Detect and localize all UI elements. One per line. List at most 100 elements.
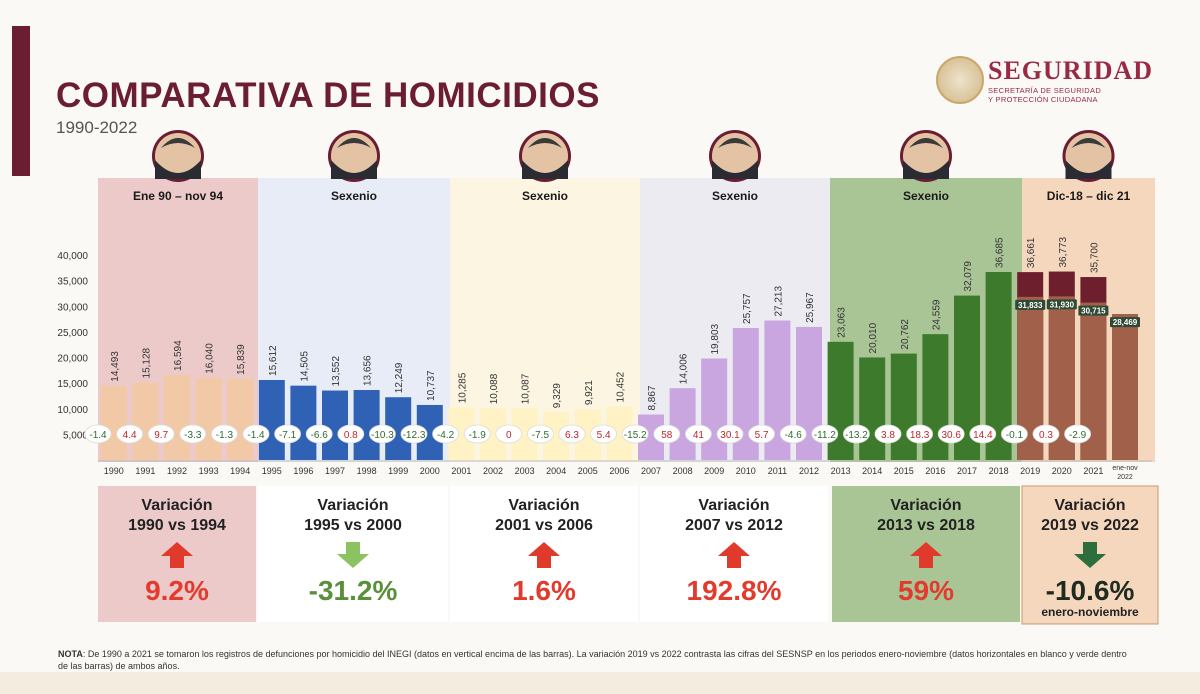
variation-boxes: Variación 1990 vs 1994 9.2% Variación 1995 v… xyxy=(98,485,1159,625)
arrow-up-icon xyxy=(528,542,560,568)
bar-value-label: 10,087 xyxy=(521,373,532,404)
x-tick-label: 2022 xyxy=(1117,474,1133,481)
sesnsp-label: 30,715 xyxy=(1081,307,1106,316)
footnote-label: NOTA xyxy=(58,649,83,659)
bar-value-label: 10,737 xyxy=(426,370,437,401)
change-badge xyxy=(590,424,617,444)
x-tick-label: 1992 xyxy=(167,466,187,476)
change-label: -1.4 xyxy=(89,430,107,441)
bar xyxy=(164,374,190,460)
change-label: -4.6 xyxy=(785,430,803,441)
bar xyxy=(827,341,854,460)
x-axis: 1990 1991 1992 1993 1994 1995 1996 1997 1998 1999… xyxy=(98,460,1152,481)
period-label: Sexenio xyxy=(903,189,949,203)
x-tick-label: 2011 xyxy=(768,466,787,476)
variation-value: 9.2% xyxy=(145,575,209,606)
x-tick-label: 2012 xyxy=(799,466,819,476)
bar xyxy=(258,379,285,460)
bar-value-label: 10,285 xyxy=(457,372,468,403)
bar-value-label: 32,079 xyxy=(963,261,974,292)
bar-value-label: 35,700 xyxy=(1089,242,1100,273)
variation-value: 1.6% xyxy=(512,575,576,606)
change-label: 30.6 xyxy=(941,430,961,441)
bar xyxy=(290,385,317,460)
variation-period: 2019 vs 2022 xyxy=(1041,517,1139,534)
portrait-suit-icon xyxy=(712,160,758,179)
bar xyxy=(353,390,380,460)
x-tick-label: 1995 xyxy=(262,466,282,476)
y-axis: 5,000 10,000 15,000 20,000 25,000 30,000 35,00… xyxy=(57,251,88,441)
variation-value: -10.6% xyxy=(1046,575,1135,606)
variation-title: Variación xyxy=(508,497,579,514)
change-label: 5.4 xyxy=(597,430,611,441)
eagle-emblem-icon xyxy=(936,56,984,104)
x-tick-label: 1997 xyxy=(325,466,345,476)
x-tick-label: 2000 xyxy=(420,466,440,476)
period-labels: Ene 90 – nov 94 Sexenio Sexenio Sexenio Sexe… xyxy=(133,189,1131,203)
y-tick-label: 40,000 xyxy=(57,251,88,262)
bar-value-label: 20,762 xyxy=(900,319,911,350)
change-badge xyxy=(621,424,649,444)
bar-value-label: 15,612 xyxy=(268,345,279,376)
arrow-down-icon xyxy=(1074,542,1106,568)
change-label: -7.5 xyxy=(532,430,550,441)
change-label: -6.6 xyxy=(311,430,329,441)
change-label: -3.3 xyxy=(184,430,202,441)
variation-period: 2013 vs 2018 xyxy=(877,517,975,534)
x-tick-label: 2017 xyxy=(957,466,977,476)
bar xyxy=(701,358,728,460)
bar xyxy=(890,353,917,460)
footer-band xyxy=(0,672,1200,694)
x-tick-label: 2018 xyxy=(989,466,1009,476)
bar-value-label: 24,559 xyxy=(931,299,942,330)
change-label: 4.4 xyxy=(123,430,137,441)
x-tick-label: 1991 xyxy=(135,466,155,476)
bar-value-label: 36,661 xyxy=(1026,237,1037,268)
change-label: 6.3 xyxy=(565,430,579,441)
portrait-hair-icon xyxy=(909,138,943,148)
change-label: 0.8 xyxy=(344,430,358,441)
x-tick-label: 2002 xyxy=(483,466,503,476)
x-tick-label: ene-nov xyxy=(1112,465,1138,472)
bar-value-label: 13,552 xyxy=(331,356,342,387)
change-label: -1.4 xyxy=(247,430,265,441)
bars: 14,493 -1.4 15,128 4.4 16,594 9.7 16,040 -3.3 15… xyxy=(84,237,1140,460)
change-label: 0.3 xyxy=(1039,430,1053,441)
variation-title: Variación xyxy=(1054,497,1125,514)
x-tick-label: 1998 xyxy=(357,466,377,476)
change-label: -0.1 xyxy=(1006,430,1024,441)
change-badge xyxy=(179,424,207,444)
bar xyxy=(859,357,886,460)
change-badge xyxy=(843,424,870,444)
x-tick-label: 1999 xyxy=(388,466,408,476)
variation-title: Variación xyxy=(698,497,769,514)
change-badge xyxy=(969,424,997,444)
bar-value-label: 15,839 xyxy=(236,344,247,375)
bar-value-label: 23,063 xyxy=(837,307,848,338)
change-badge xyxy=(1001,424,1028,444)
x-tick-label: 2021 xyxy=(1083,466,1103,476)
logo-subtitle: SECRETARÍA DE SEGURIDAD Y PROTECCIÓN CIU… xyxy=(988,86,1118,104)
logo-subtitle-line1: SECRETARÍA DE SEGURIDAD xyxy=(988,86,1102,95)
change-badge xyxy=(811,424,839,444)
change-label: 14.4 xyxy=(973,430,993,441)
change-badge xyxy=(716,424,744,444)
bar xyxy=(227,378,254,460)
arrow-up-icon xyxy=(161,542,193,568)
bar xyxy=(195,377,222,460)
x-tick-label: 2009 xyxy=(704,466,724,476)
y-tick-label: 10,000 xyxy=(57,405,88,416)
variation-title: Variación xyxy=(890,497,961,514)
sesnsp-bar xyxy=(1112,314,1138,460)
bar-value-label: 14,006 xyxy=(679,353,690,384)
x-tick-label: 1996 xyxy=(293,466,313,476)
arrow-down-icon xyxy=(337,542,369,568)
variation-value: -31.2% xyxy=(309,575,398,606)
variation-value: 59% xyxy=(898,575,954,606)
bar xyxy=(100,385,127,460)
portrait-hair-icon xyxy=(337,138,371,148)
change-badge xyxy=(1032,424,1060,444)
change-label: 41 xyxy=(693,430,705,441)
bar-value-label: 36,685 xyxy=(995,237,1006,268)
x-tick-label: 2001 xyxy=(451,466,471,476)
